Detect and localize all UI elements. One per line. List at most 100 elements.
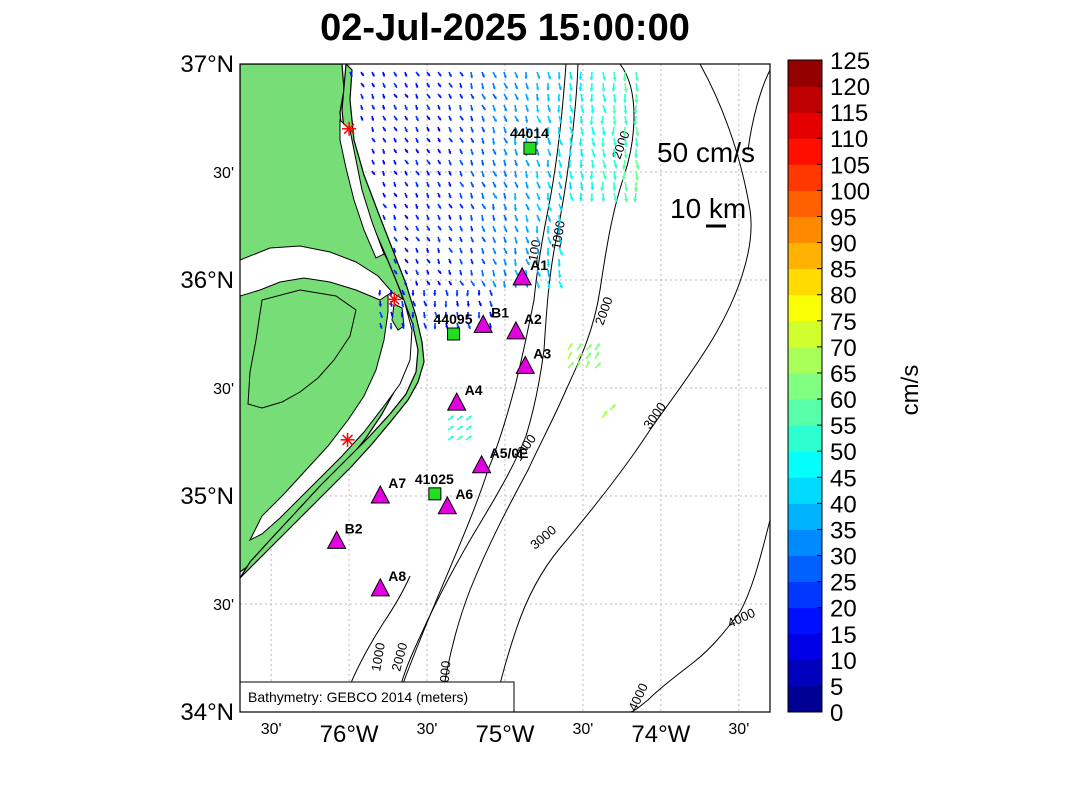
current-vector: [404, 93, 409, 99]
radar-site-star: [340, 432, 355, 447]
current-vector: [437, 126, 441, 132]
current-vector: [448, 71, 453, 78]
current-vector: [437, 104, 441, 111]
station-label: B1: [491, 304, 509, 320]
current-vector: [459, 247, 463, 254]
colorbar-tick-label: 125: [830, 48, 870, 75]
current-vector: [623, 148, 628, 159]
current-vector: [557, 214, 562, 223]
current-vector: [558, 82, 562, 91]
current-vector: [622, 93, 627, 103]
current-vector: [569, 71, 573, 80]
station-label: B2: [345, 520, 363, 536]
lon-tick-label: 74°W: [631, 721, 690, 748]
current-vector: [525, 104, 529, 112]
current-vector: [426, 214, 430, 221]
current-vector: [514, 71, 519, 79]
current-vector: [393, 203, 397, 209]
current-vector: [382, 126, 387, 132]
current-vector: [411, 322, 415, 330]
current-vector: [371, 93, 375, 100]
current-vector: [404, 236, 409, 242]
current-vector: [437, 159, 442, 165]
current-vector: [415, 181, 419, 188]
current-vector: [393, 104, 398, 111]
current-vector: [580, 126, 585, 136]
current-vector: [456, 415, 464, 421]
current-vector: [415, 170, 420, 176]
current-vector: [426, 181, 430, 188]
current-vector: [459, 203, 464, 209]
current-vector: [437, 148, 442, 154]
colorbar-tick-label: 110: [830, 126, 868, 153]
current-vector: [470, 82, 474, 90]
current-vector: [514, 104, 518, 113]
current-vector: [547, 269, 551, 278]
current-vector: [422, 289, 426, 297]
current-vector: [448, 236, 453, 242]
current-vector: [415, 71, 420, 77]
buoy-label: 44014: [510, 125, 549, 141]
current-vector: [470, 93, 475, 100]
colorbar-tick-label: 90: [830, 231, 857, 258]
current-vector: [349, 71, 353, 77]
colorbar-bin: [788, 216, 822, 244]
lat-tick-label: 30': [213, 381, 234, 398]
colorbar-bin: [788, 633, 822, 661]
current-vector: [437, 93, 442, 99]
station-marker: [437, 495, 458, 515]
peninsula: [247, 289, 357, 409]
current-vector: [492, 126, 496, 134]
current-vector: [470, 170, 475, 177]
station-marker: [471, 454, 492, 474]
station-marker: [506, 320, 526, 340]
current-vector: [602, 159, 607, 169]
colorbar-bin: [788, 529, 822, 557]
current-vector: [481, 159, 485, 166]
current-vector: [513, 203, 518, 211]
current-vector: [613, 192, 618, 203]
current-vector: [415, 269, 419, 276]
current-vector: [492, 269, 496, 277]
current-vector: [594, 351, 600, 360]
current-vector: [459, 148, 463, 155]
current-vector: [558, 203, 563, 212]
current-vector: [502, 280, 507, 288]
colorbar-tick-label: 45: [830, 465, 857, 492]
current-vector: [624, 192, 629, 203]
current-vector: [612, 93, 617, 103]
current-vector: [546, 93, 551, 102]
current-vector: [503, 225, 508, 233]
lon-tick-label: 30': [728, 721, 749, 738]
current-vector: [448, 214, 452, 220]
current-vector: [503, 115, 508, 123]
current-vector: [393, 192, 398, 198]
current-vector: [360, 104, 364, 111]
colorbar-bin: [788, 372, 822, 400]
current-vector: [448, 280, 453, 286]
lat-tick-label: 30': [213, 597, 234, 614]
current-vector: [393, 159, 397, 165]
current-vector: [412, 300, 417, 307]
current-vector: [576, 360, 581, 369]
current-vector: [411, 311, 415, 318]
station-label: A8: [388, 568, 406, 584]
current-vector: [621, 159, 627, 170]
current-vector: [459, 214, 463, 221]
current-vector: [382, 170, 386, 176]
buoy-label: 41025: [415, 471, 454, 487]
current-vector: [481, 225, 486, 233]
current-vector: [455, 300, 460, 307]
current-vector: [536, 247, 541, 255]
current-vector: [459, 137, 464, 144]
current-vector: [470, 71, 474, 79]
current-vector: [437, 170, 441, 176]
current-vector: [623, 82, 629, 93]
current-vector: [470, 148, 474, 156]
current-vector: [426, 104, 431, 111]
current-vector: [492, 247, 497, 255]
current-vector: [503, 192, 507, 200]
current-vector: [426, 247, 430, 253]
current-vector: [404, 126, 408, 133]
colorbar-tick-label: 85: [830, 257, 857, 284]
